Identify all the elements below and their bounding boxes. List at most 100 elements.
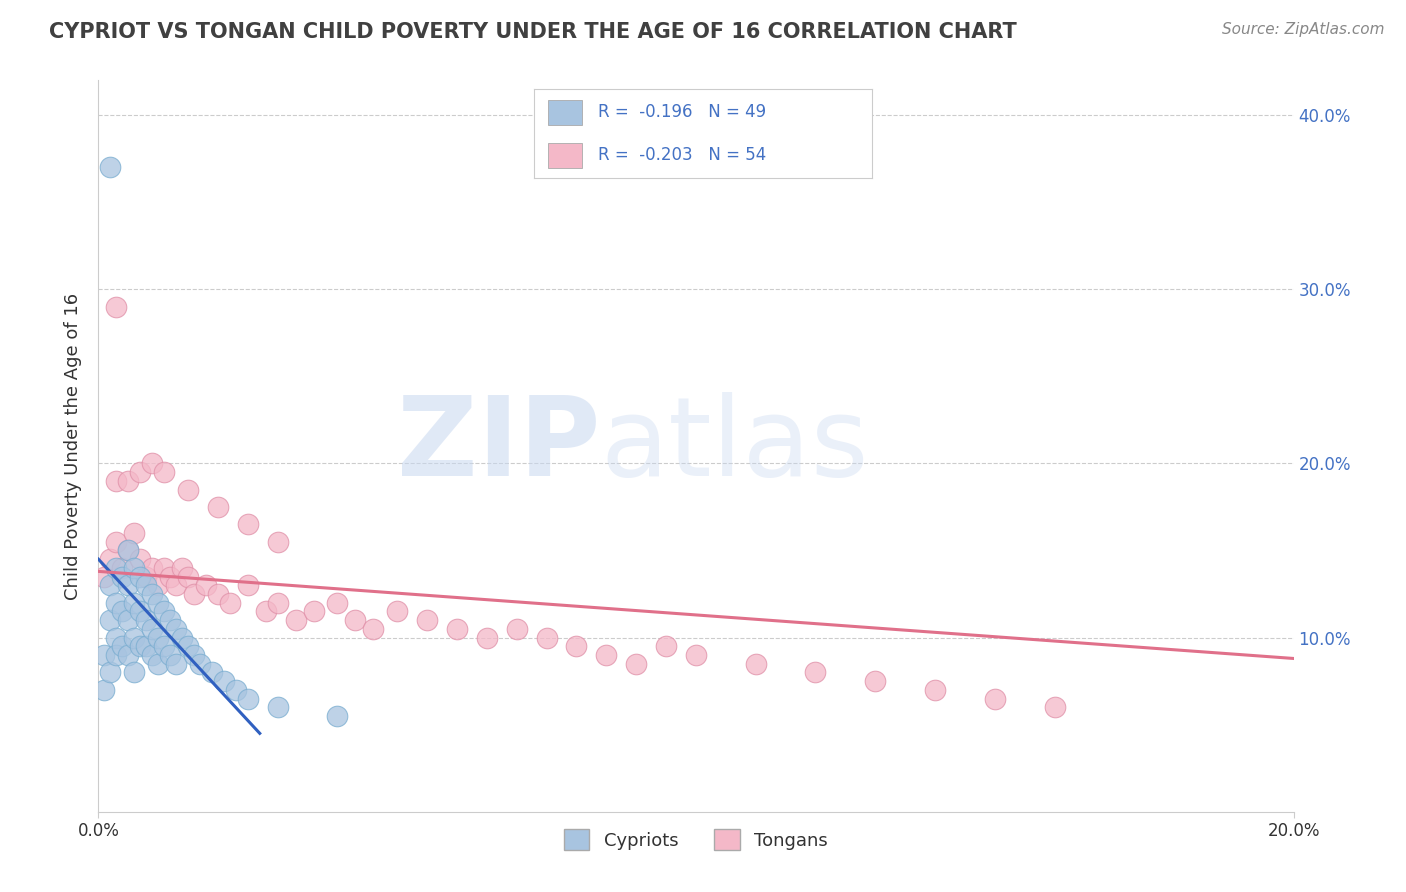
Point (254, 604, 277, 618)
Point (135, 569, 157, 583)
Text: Source: ZipAtlas.com: Source: ZipAtlas.com (1222, 22, 1385, 37)
Point (117, 543, 139, 558)
Point (124, 596, 146, 610)
Point (236, 578, 259, 592)
Point (159, 648, 181, 662)
Point (124, 526, 146, 541)
Point (105, 631, 128, 645)
Point (153, 604, 176, 618)
Point (141, 587, 163, 601)
Point (111, 569, 134, 583)
Point (984, 691, 1007, 706)
Text: R =  -0.203   N = 54: R = -0.203 N = 54 (599, 146, 766, 164)
Point (302, 604, 325, 618)
Point (117, 613, 139, 627)
Point (284, 613, 307, 627)
Text: atlas: atlas (600, 392, 869, 500)
Point (98, 552, 122, 566)
Point (135, 640, 157, 654)
Point (219, 596, 242, 610)
Point (93, 648, 115, 662)
Point (98, 161, 122, 175)
Point (363, 622, 385, 636)
Point (129, 552, 152, 566)
Point (865, 674, 887, 689)
Point (124, 561, 146, 575)
Point (159, 569, 181, 583)
Point (98, 613, 122, 627)
Point (165, 578, 187, 592)
Point (536, 631, 558, 645)
Point (212, 674, 235, 689)
Point (506, 622, 529, 636)
Point (626, 657, 648, 671)
Point (141, 622, 163, 636)
Point (745, 657, 768, 671)
Point (105, 648, 128, 662)
Point (153, 465, 176, 479)
Point (685, 648, 707, 662)
Text: CYPRIOT VS TONGAN CHILD POVERTY UNDER THE AGE OF 16 CORRELATION CHART: CYPRIOT VS TONGAN CHILD POVERTY UNDER TH… (49, 22, 1017, 42)
Point (124, 665, 146, 680)
Point (475, 631, 498, 645)
Point (446, 622, 468, 636)
Point (129, 465, 152, 479)
Point (924, 682, 946, 697)
Legend: Cypriots, Tongans: Cypriots, Tongans (557, 822, 835, 857)
Point (344, 613, 367, 627)
Text: R =  -0.196   N = 49: R = -0.196 N = 49 (599, 103, 766, 121)
FancyBboxPatch shape (548, 100, 582, 125)
Point (172, 631, 194, 645)
Point (141, 561, 163, 575)
Point (172, 561, 194, 575)
Point (385, 604, 409, 618)
Point (105, 474, 128, 488)
Point (153, 640, 176, 654)
Point (129, 604, 152, 618)
Point (804, 665, 827, 680)
Point (183, 587, 205, 601)
Point (267, 700, 290, 714)
Point (129, 569, 152, 583)
Point (177, 569, 200, 583)
Point (105, 561, 128, 575)
Point (105, 534, 128, 549)
Point (326, 596, 349, 610)
Point (111, 561, 134, 575)
Y-axis label: Child Poverty Under the Age of 16: Child Poverty Under the Age of 16 (65, 293, 83, 599)
Text: ZIP: ZIP (396, 392, 600, 500)
Point (98, 665, 122, 680)
Point (183, 648, 205, 662)
Point (165, 622, 187, 636)
Point (565, 640, 588, 654)
Point (148, 596, 170, 610)
Point (129, 640, 152, 654)
Point (655, 640, 678, 654)
Point (177, 640, 200, 654)
Point (148, 657, 170, 671)
Point (153, 561, 176, 575)
Point (188, 657, 211, 671)
Point (117, 578, 139, 592)
Point (177, 483, 200, 497)
Point (124, 631, 146, 645)
FancyBboxPatch shape (548, 143, 582, 168)
Point (148, 578, 170, 592)
Point (148, 631, 170, 645)
Point (416, 613, 439, 627)
Point (141, 457, 163, 471)
Point (1043, 700, 1066, 714)
Point (93, 569, 115, 583)
Point (236, 517, 259, 532)
Point (105, 300, 128, 314)
Point (207, 587, 229, 601)
Point (117, 543, 139, 558)
Point (326, 709, 349, 723)
Point (595, 648, 617, 662)
Point (267, 534, 290, 549)
Point (225, 682, 247, 697)
Point (117, 648, 139, 662)
Point (141, 648, 163, 662)
Point (135, 613, 157, 627)
Point (93, 682, 115, 697)
